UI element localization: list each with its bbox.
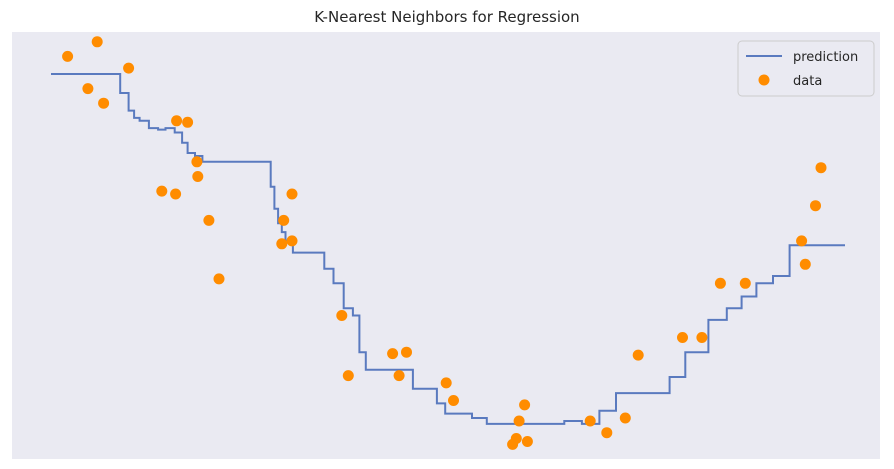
data-point (62, 50, 74, 62)
data-point (619, 412, 631, 424)
data-point (696, 332, 708, 343)
data-point (182, 116, 194, 128)
data-point (91, 36, 103, 48)
data-point (191, 156, 203, 168)
data-point (510, 433, 522, 444)
data-point (170, 188, 182, 200)
legend: prediction data (737, 40, 875, 97)
data-point (286, 235, 298, 247)
data-point (278, 214, 290, 226)
prediction-line (51, 73, 845, 425)
data-point (796, 235, 808, 247)
data-point (632, 349, 644, 361)
series-layer (51, 36, 845, 450)
legend-data-swatch (758, 74, 770, 86)
data-point (393, 370, 405, 382)
data-point (156, 185, 168, 197)
legend-data-label: data (793, 74, 822, 89)
data-point (815, 162, 827, 174)
data-point (521, 436, 533, 447)
data-point (810, 200, 821, 212)
data-point (401, 346, 412, 358)
data-point (448, 395, 459, 406)
data-point (799, 258, 811, 270)
data-point (440, 377, 452, 389)
data-point (213, 273, 225, 285)
legend-box (737, 40, 875, 97)
data-point (677, 332, 688, 343)
data-point (601, 427, 613, 439)
data-point (192, 171, 204, 182)
data-point (739, 277, 751, 289)
data-point (82, 83, 94, 95)
data-point (98, 97, 110, 109)
chart-title: K-Nearest Neighbors for Regression (314, 8, 580, 26)
data-point (714, 277, 726, 289)
data-point (203, 214, 215, 226)
data-point (519, 399, 531, 411)
data-point (123, 62, 135, 74)
data-point (513, 415, 525, 427)
data-point (171, 115, 183, 127)
data-point (336, 310, 348, 321)
data-point (584, 415, 596, 427)
legend-prediction-label: prediction (793, 50, 858, 65)
data-point (387, 348, 399, 360)
data-point (342, 370, 354, 382)
data-point (286, 188, 298, 200)
data-point (276, 238, 288, 250)
